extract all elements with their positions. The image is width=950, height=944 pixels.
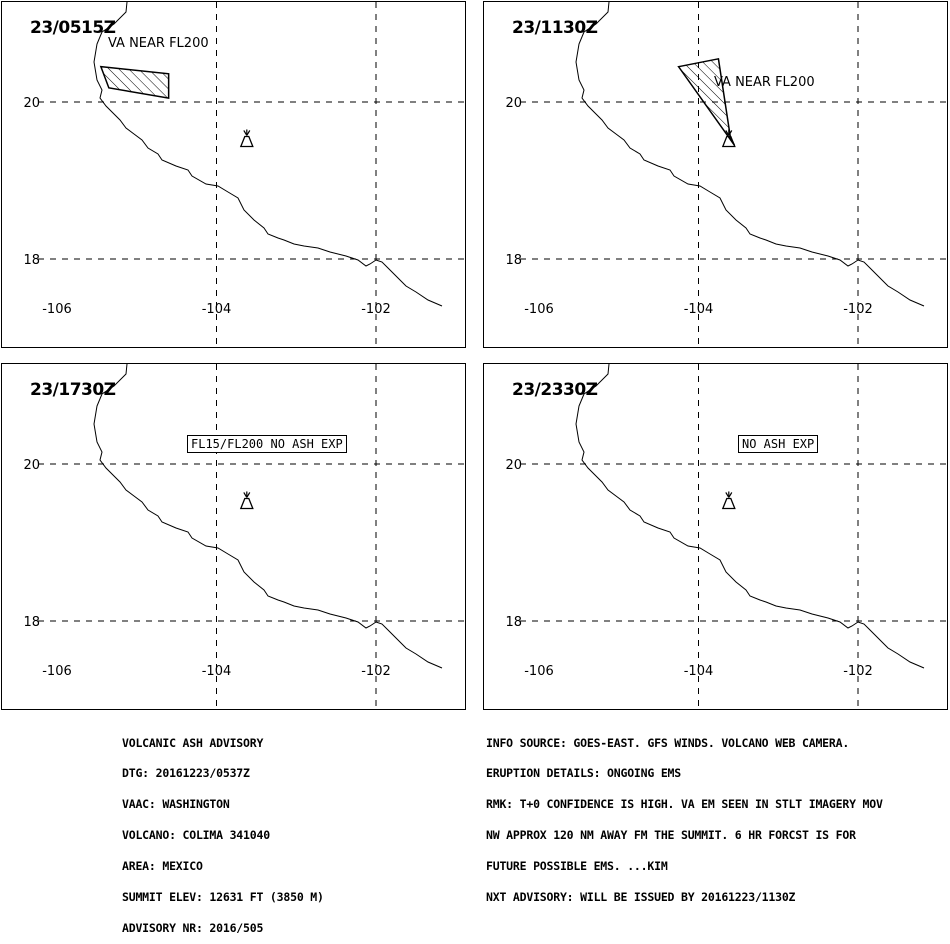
advisory-line: VOLCANO: COLIMA 341040 xyxy=(122,828,270,843)
lon-tick-label: -106 xyxy=(524,664,554,679)
advisory-line: DTG: 20161223/0537Z xyxy=(122,766,250,781)
advisory-line: NXT ADVISORY: WILL BE ISSUED BY 20161223… xyxy=(486,890,796,905)
advisory-line: SUMMIT ELEV: 12631 FT (3850 M) xyxy=(122,890,324,905)
advisory-line: NW APPROX 120 NM AWAY FM THE SUMMIT. 6 H… xyxy=(486,828,856,843)
advisory-info-left: VOLCANIC ASH ADVISORY DTG: 20161223/0537… xyxy=(122,717,324,944)
map-canvas: -106 -104 -102 20 18 xyxy=(23,2,467,349)
advisory-line: ADVISORY NR: 2016/505 xyxy=(122,920,264,935)
no-ash-box: NO ASH EXP xyxy=(738,435,819,453)
lat-tick-label: 20 xyxy=(505,458,522,473)
time-label: 23/2330Z xyxy=(512,380,598,400)
lon-tick-label: -102 xyxy=(843,302,873,317)
ash-polygon xyxy=(99,65,170,99)
coastline xyxy=(93,2,443,307)
no-ash-box: FL15/FL200 NO ASH EXP xyxy=(187,435,347,453)
map-panel-1: -106 -104 -102 20 18 23/0515Z VA NEAR FL200 xyxy=(1,1,467,349)
advisory-line: AREA: MEXICO xyxy=(122,859,203,874)
lat-tick-label: 18 xyxy=(23,253,40,268)
map-panel-2: -106 -104 -102 20 18 23/1130Z VA NEAR FL200 xyxy=(483,1,949,349)
volcano-icon xyxy=(239,491,254,510)
map-panel-4: -106 -104 -102 20 18 23/2330Z NO ASH EXP xyxy=(483,363,949,711)
advisory-line: VOLCANIC ASH ADVISORY xyxy=(122,735,264,750)
advisory-line: VAAC: WASHINGTON xyxy=(122,797,230,812)
coastline xyxy=(93,364,443,669)
time-label: 23/1130Z xyxy=(512,18,598,38)
lon-tick-label: -106 xyxy=(42,302,72,317)
lon-tick-label: -106 xyxy=(524,302,554,317)
lat-tick-label: 20 xyxy=(505,96,522,111)
coastline xyxy=(575,364,925,669)
volcano-icon xyxy=(721,491,736,510)
time-label: 23/1730Z xyxy=(30,380,116,400)
lat-tick-label: 18 xyxy=(505,253,522,268)
coastline xyxy=(575,2,925,307)
lat-tick-label: 20 xyxy=(23,96,40,111)
map-canvas: -106 -104 -102 20 18 xyxy=(23,364,467,711)
time-label: 23/0515Z xyxy=(30,18,116,38)
lon-tick-label: -104 xyxy=(202,664,232,679)
ash-polygon xyxy=(677,57,736,146)
lon-tick-label: -104 xyxy=(684,302,714,317)
lon-tick-label: -104 xyxy=(684,664,714,679)
volcano-icon xyxy=(239,129,254,148)
advisory-line: RMK: T+0 CONFIDENCE IS HIGH. VA EM SEEN … xyxy=(486,797,883,812)
map-canvas: -106 -104 -102 20 18 xyxy=(505,2,949,349)
lon-tick-label: -104 xyxy=(202,302,232,317)
va-label: VA NEAR FL200 xyxy=(714,75,815,90)
map-canvas: -106 -104 -102 20 18 xyxy=(505,364,949,711)
lon-tick-label: -102 xyxy=(361,302,391,317)
lon-tick-label: -102 xyxy=(843,664,873,679)
advisory-line: ERUPTION DETAILS: ONGOING EMS xyxy=(486,766,681,781)
advisory-line: INFO SOURCE: GOES-EAST. GFS WINDS. VOLCA… xyxy=(486,735,850,750)
map-panel-3: -106 -104 -102 20 18 23/1730Z FL15/FL200 NO … xyxy=(1,363,467,711)
advisory-info-right: INFO SOURCE: GOES-EAST. GFS WINDS. VOLCA… xyxy=(486,717,883,913)
lat-tick-label: 20 xyxy=(23,458,40,473)
lat-tick-label: 18 xyxy=(505,615,522,630)
lon-tick-label: -102 xyxy=(361,664,391,679)
volcano-icon xyxy=(721,129,736,148)
lon-tick-label: -106 xyxy=(42,664,72,679)
advisory-line: FUTURE POSSIBLE EMS. ...KIM xyxy=(486,859,668,874)
va-label: VA NEAR FL200 xyxy=(108,36,209,51)
lat-tick-label: 18 xyxy=(23,615,40,630)
